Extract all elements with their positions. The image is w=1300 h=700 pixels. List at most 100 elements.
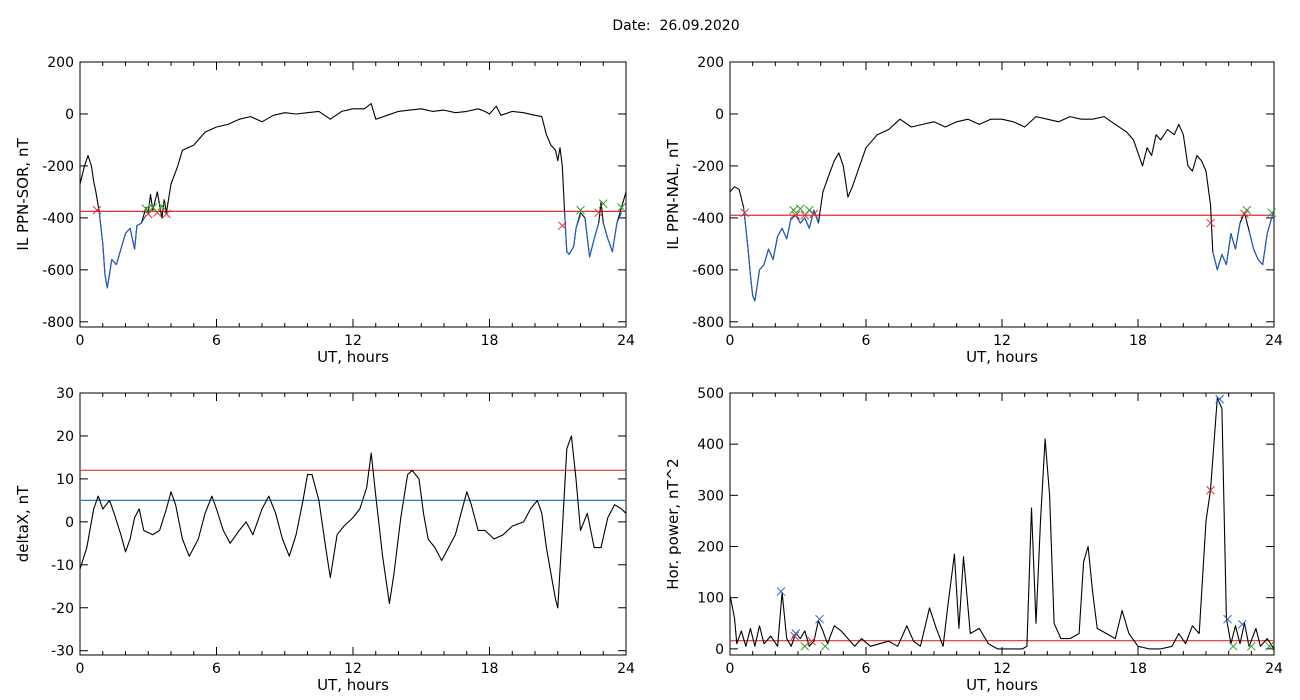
x-tick-label: 12: [344, 661, 362, 677]
marker-stroke: [807, 636, 816, 646]
data-marker: [800, 641, 810, 651]
x-axis-label: UT, hours: [966, 348, 1038, 366]
data-marker: [617, 203, 626, 212]
marker-stroke: [1246, 641, 1256, 651]
data-marker: [594, 208, 604, 218]
data-marker: [1215, 394, 1224, 404]
x-tick-label: 6: [212, 333, 221, 349]
y-tick-label: 200: [47, 55, 74, 71]
y-tick-label: 500: [697, 386, 724, 402]
x-axis-label: UT, hours: [317, 348, 389, 366]
chart-panel-hor-power: 0 6 12 18 24 500 400 300 200 100 0 UT, hours Hor. po…: [664, 386, 1283, 694]
marker-stroke: [1242, 205, 1252, 215]
data-marker: [141, 204, 151, 214]
data-marker: [92, 205, 102, 215]
y-axis-label: IL PPN-NAL, nT: [664, 139, 682, 250]
marker-stroke: [148, 203, 158, 212]
y-tick-label: -20: [51, 601, 74, 617]
marker-stroke: [1237, 619, 1247, 629]
marker-stroke: [820, 641, 830, 651]
marker-stroke: [557, 221, 567, 231]
figure-title: Date: 26.09.2020: [612, 18, 740, 34]
y-axis-label: Hor. power, nT^2: [664, 458, 682, 589]
y-tick-label: 200: [697, 55, 724, 71]
marker-stroke: [795, 204, 805, 214]
marker-stroke: [1240, 209, 1249, 219]
y-tick-label: -600: [692, 263, 724, 279]
marker-stroke: [1206, 485, 1215, 495]
data-marker: [1237, 619, 1247, 629]
data-marker: [791, 210, 801, 220]
data-marker: [789, 205, 798, 215]
x-tick-label: 18: [1129, 333, 1147, 349]
data-marker: [1223, 614, 1232, 624]
x-tick-label: 0: [76, 333, 85, 349]
data-marker: [1240, 209, 1249, 219]
y-tick-label: -800: [42, 315, 74, 331]
marker-stroke: [617, 203, 626, 212]
x-tick-label: 12: [993, 333, 1011, 349]
data-marker: [791, 629, 801, 638]
y-tick-label: 0: [65, 107, 74, 123]
y-tick-label: 0: [715, 642, 724, 658]
x-tick-label: 18: [1129, 661, 1147, 677]
data-series-line: [1248, 209, 1274, 266]
marker-stroke: [790, 631, 799, 641]
x-tick-label: 24: [1265, 333, 1283, 349]
y-tick-label: 100: [697, 591, 724, 607]
data-series-line: [730, 116, 1274, 302]
marker-stroke: [1215, 394, 1224, 404]
data-marker: [776, 587, 786, 596]
marker-stroke: [1206, 218, 1215, 228]
marker-stroke: [791, 629, 801, 638]
data-marker: [1206, 485, 1215, 495]
marker-stroke: [791, 210, 801, 220]
y-tick-label: -10: [51, 558, 74, 574]
plot-frame: [729, 61, 1275, 328]
y-tick-label: 400: [697, 437, 724, 453]
data-marker: [740, 208, 750, 218]
data-series-line: [602, 212, 623, 253]
y-tick-label: 300: [697, 488, 724, 504]
data-series-line: [98, 212, 147, 289]
marker-stroke: [1223, 614, 1232, 624]
x-tick-label: 24: [1265, 661, 1283, 677]
marker-stroke: [143, 209, 153, 219]
y-tick-label: 30: [56, 386, 74, 402]
y-axis-label: IL PPN-SOR, nT: [14, 138, 32, 251]
x-tick-label: 24: [617, 661, 635, 677]
data-marker: [795, 204, 805, 214]
marker-stroke: [594, 208, 604, 218]
data-marker: [1265, 641, 1274, 651]
x-tick-label: 18: [481, 661, 499, 677]
x-tick-label: 6: [862, 333, 871, 349]
x-axis-label: UT, hours: [317, 676, 389, 694]
marker-stroke: [800, 641, 810, 651]
data-series-line: [564, 212, 582, 255]
plot-frame: [79, 61, 627, 328]
data-marker: [804, 205, 814, 215]
data-series-line: [584, 217, 600, 258]
marker-stroke: [152, 208, 162, 218]
y-tick-label: 0: [715, 107, 724, 123]
data-marker: [1242, 205, 1252, 215]
marker-stroke: [789, 205, 798, 215]
data-marker: [1267, 208, 1277, 218]
y-tick-label: -200: [42, 159, 74, 175]
data-series-line: [743, 207, 819, 302]
x-tick-label: 12: [344, 333, 362, 349]
x-tick-label: 12: [993, 661, 1011, 677]
data-marker: [576, 205, 585, 215]
marker-stroke: [92, 205, 102, 215]
data-marker: [162, 209, 171, 219]
data-marker: [143, 209, 153, 219]
marker-stroke: [809, 209, 819, 219]
y-tick-label: 0: [65, 515, 74, 531]
chart-panel-il-ppn-nal: 0 6 12 18 24 200 0 -200 -400 -600 -800 UT, hours IL …: [664, 55, 1283, 366]
x-tick-label: 18: [481, 333, 499, 349]
y-tick-label: -800: [692, 315, 724, 331]
y-tick-label: -600: [42, 263, 74, 279]
y-tick-label: 20: [56, 429, 74, 445]
data-marker: [157, 201, 167, 211]
